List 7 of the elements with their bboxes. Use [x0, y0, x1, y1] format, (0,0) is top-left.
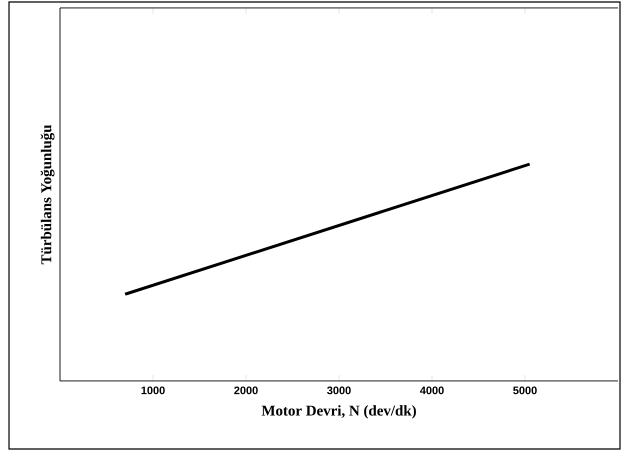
- x-tick-label: 2000: [234, 386, 258, 394]
- x-tick-label: 3000: [327, 386, 351, 394]
- x-axis-title: Motor Devri, N (dev/dk): [262, 405, 416, 419]
- x-tick-label: 4000: [420, 386, 444, 394]
- y-axis-title: Türbülans Yoğunluğu: [40, 124, 54, 264]
- x-tick-label: 1000: [142, 386, 165, 394]
- x-tick-label: 5000: [513, 386, 537, 394]
